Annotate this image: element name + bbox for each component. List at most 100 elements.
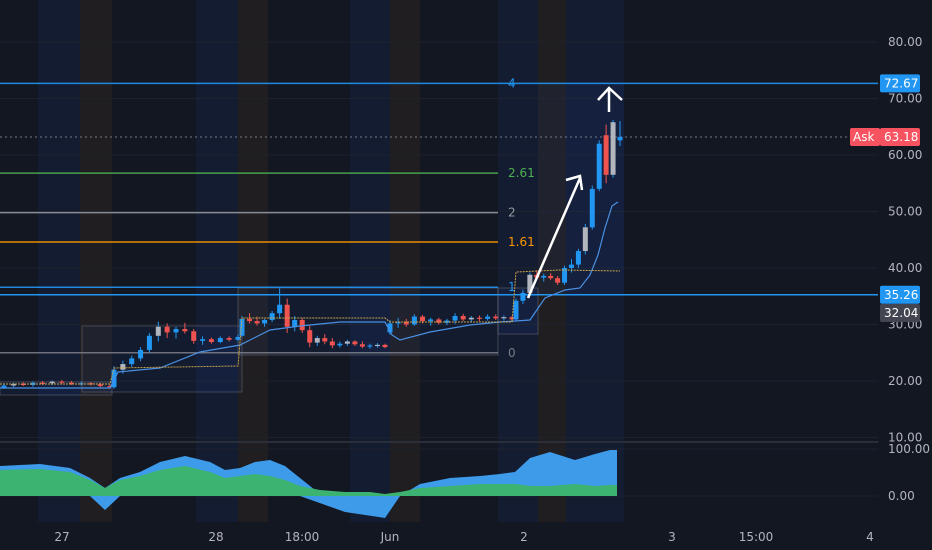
oscillator-pane — [0, 448, 878, 518]
osc-green-area — [0, 466, 617, 496]
candle-body-42 — [352, 341, 358, 345]
candle-body-22 — [200, 339, 206, 341]
candle-body-43 — [359, 344, 365, 347]
candle-body-27 — [239, 318, 245, 336]
candle-body-7 — [68, 382, 74, 384]
candle-body-48 — [395, 322, 401, 324]
candle-body-70 — [562, 268, 568, 283]
candle-body-77 — [610, 122, 616, 175]
candle-body-59 — [485, 316, 491, 319]
candle-body-72 — [575, 251, 581, 265]
y-tick-label-1: 70.00 — [888, 92, 922, 106]
candle-body-33 — [284, 304, 290, 327]
session-band-5 — [390, 0, 420, 522]
candle-body-40 — [337, 343, 343, 346]
x-tick-label-1: 28 — [208, 530, 223, 544]
session-band-2 — [196, 0, 238, 522]
candle-body-50 — [411, 316, 417, 325]
candle-body-75 — [596, 143, 602, 189]
price-tag-bg-1 — [880, 128, 920, 147]
candle-body-39 — [329, 341, 335, 346]
candle-body-53 — [436, 319, 442, 323]
session-band-0 — [38, 0, 80, 522]
candle-body-3 — [30, 382, 36, 385]
candle-body-1 — [11, 383, 17, 386]
candle-body-32 — [277, 304, 283, 314]
candle-body-10 — [97, 384, 103, 387]
x-tick-label-5: 3 — [668, 530, 676, 544]
candle-body-16 — [146, 335, 152, 350]
candle-body-69 — [555, 278, 561, 283]
candle-body-14 — [129, 358, 135, 365]
osc-dip-1 — [90, 496, 120, 510]
price-tag-label-1: Ask — [853, 130, 874, 144]
x-tick-label-0: 27 — [54, 530, 69, 544]
candle-body-57 — [468, 317, 474, 320]
candle-body-37 — [314, 338, 320, 343]
price-tag-bg-3 — [880, 303, 920, 322]
candle-body-12 — [111, 369, 117, 388]
price-tag-value-0: 72.67 — [884, 76, 918, 90]
candlestick-series[interactable] — [1, 119, 623, 389]
price-tag-bg-0 — [880, 74, 920, 93]
candle-body-47 — [387, 323, 393, 333]
time-axis[interactable]: 27 28 18:00 Jun 2 3 15:00 4 — [54, 530, 873, 544]
price-tag-value-2: 35.26 — [884, 288, 918, 302]
candle-body-56 — [460, 316, 466, 320]
candle-body-78 — [617, 136, 623, 141]
fib-label-5: 0 — [508, 346, 516, 360]
candle-body-46 — [382, 344, 388, 348]
candle-body-76 — [603, 135, 609, 175]
candle-body-26 — [235, 336, 241, 340]
range-midline — [0, 269, 621, 385]
vwap-line — [0, 201, 619, 389]
candle-body-28 — [247, 318, 253, 322]
candle-body-52 — [428, 319, 434, 322]
y-tick-label-3: 50.00 — [888, 205, 922, 219]
candle-body-58 — [476, 317, 482, 319]
candle-body-17 — [155, 326, 161, 336]
candle-body-4 — [40, 382, 46, 384]
candle-body-67 — [541, 275, 547, 278]
indicator-lines — [0, 201, 621, 389]
session-band-7 — [538, 0, 566, 522]
session-band-1 — [80, 0, 112, 522]
candle-body-45 — [374, 344, 380, 347]
candle-body-61 — [501, 317, 507, 319]
y-tick-label-7: 10.00 — [888, 431, 922, 445]
x-tick-label-6: 15:00 — [739, 530, 774, 544]
y-tick-label-4: 40.00 — [888, 261, 922, 275]
price-tag-value-3: 32.04 — [884, 306, 918, 320]
candle-body-35 — [299, 319, 305, 331]
session-band-6 — [498, 0, 538, 522]
session-band-3 — [238, 0, 268, 522]
session-band-4 — [350, 0, 390, 522]
candle-body-2 — [20, 383, 26, 386]
candle-body-25 — [226, 338, 232, 340]
candle-body-29 — [254, 321, 260, 324]
y-tick-label-0: 80.00 — [888, 35, 922, 49]
candle-body-0 — [1, 385, 7, 388]
candle-body-65 — [527, 274, 533, 293]
price-axis[interactable]: 80.0070.0060.0050.0040.0030.0020.0010.00… — [888, 35, 930, 503]
price-tag-value-1: 63.18 — [884, 130, 918, 144]
candle-body-13 — [120, 364, 126, 370]
candle-body-73 — [582, 227, 588, 252]
x-tick-label-7: 4 — [866, 530, 874, 544]
arrow-shaft-1 — [526, 177, 582, 299]
osc-tick-label-1: 0.00 — [888, 489, 915, 503]
price-tag-bg-2 — [880, 285, 920, 304]
candle-body-38 — [322, 338, 328, 342]
fib-label-3: 1.61 — [508, 235, 535, 249]
candle-body-30 — [262, 319, 268, 324]
range-box-1 — [81, 325, 243, 393]
candle-body-20 — [182, 329, 188, 332]
fib-label-2: 2 — [508, 206, 516, 220]
candle-body-55 — [452, 316, 458, 321]
y-tick-label-6: 20.00 — [888, 374, 922, 388]
candle-body-49 — [403, 322, 409, 325]
candle-body-23 — [208, 339, 214, 343]
arrow-head-1 — [565, 174, 584, 191]
